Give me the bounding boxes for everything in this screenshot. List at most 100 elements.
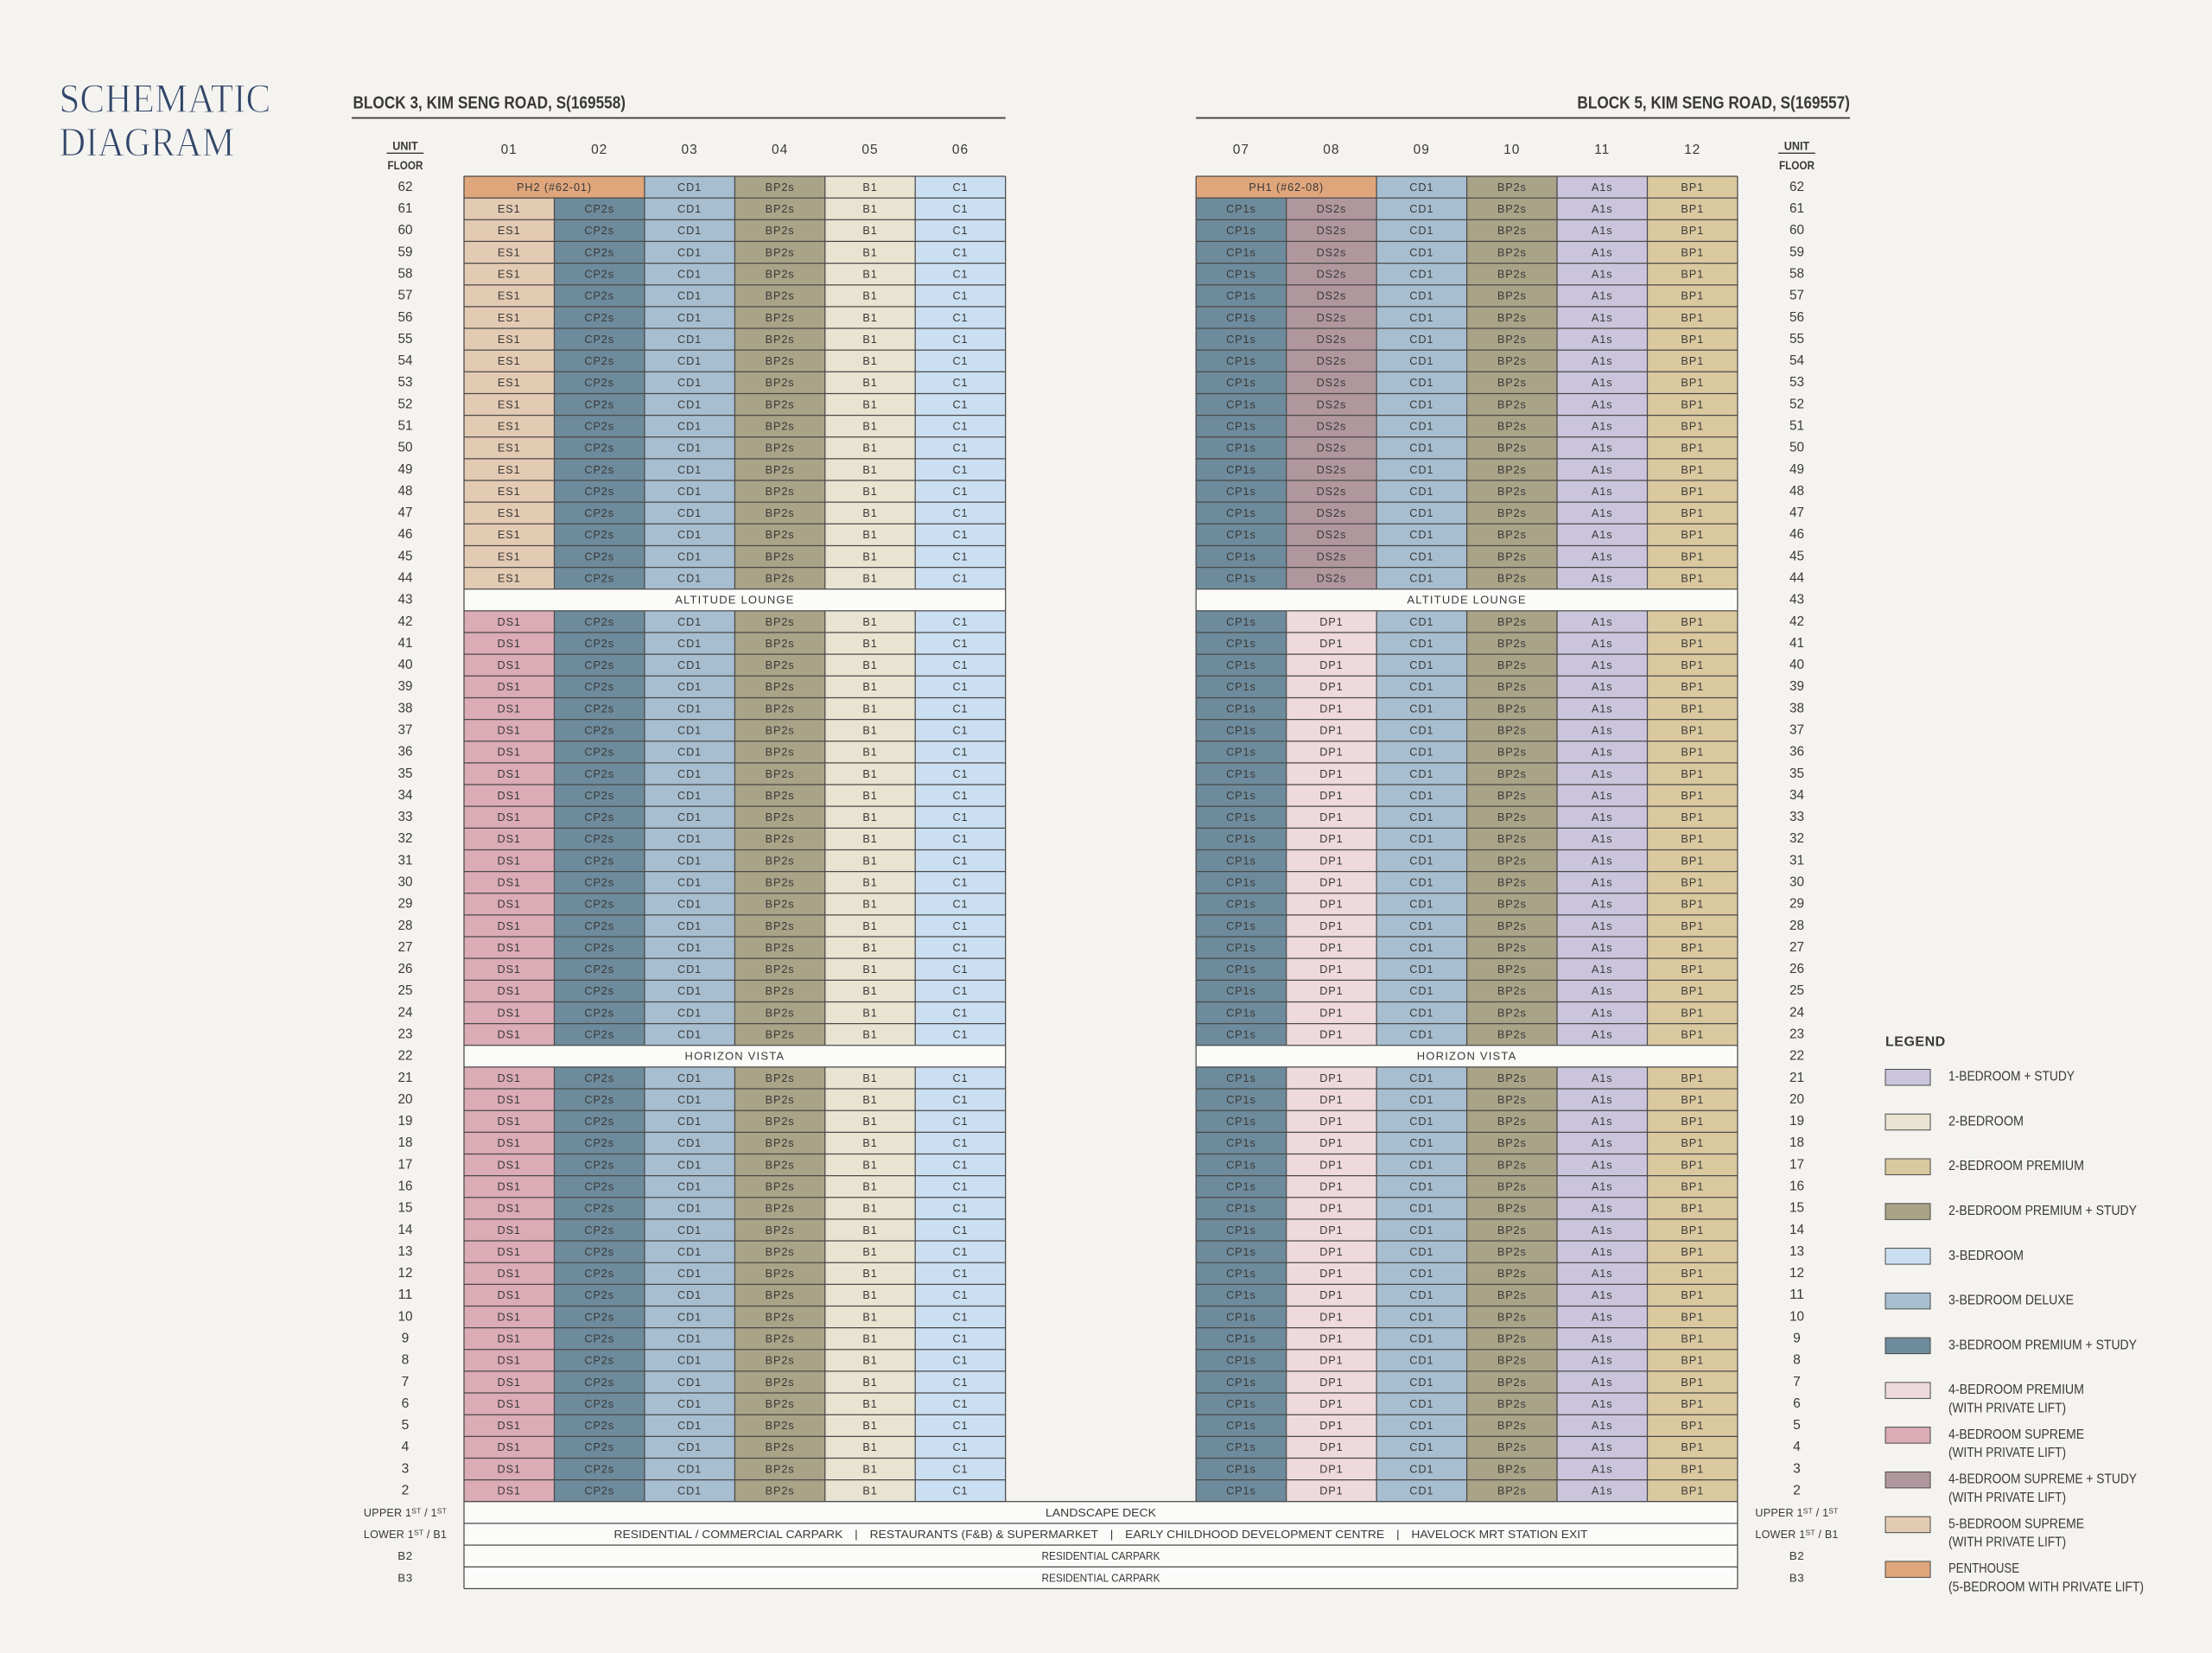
svg-text:BP2s: BP2s bbox=[1497, 1137, 1527, 1149]
svg-text:28: 28 bbox=[398, 919, 413, 933]
svg-text:35: 35 bbox=[398, 766, 413, 781]
svg-text:B1: B1 bbox=[862, 659, 877, 671]
svg-text:CD1: CD1 bbox=[677, 442, 702, 455]
svg-text:CD1: CD1 bbox=[1409, 1072, 1433, 1084]
svg-text:B1: B1 bbox=[862, 1311, 877, 1323]
svg-text:7: 7 bbox=[1793, 1375, 1801, 1389]
svg-text:BP1: BP1 bbox=[1681, 464, 1704, 476]
svg-text:BP2s: BP2s bbox=[1497, 747, 1527, 759]
svg-text:DP1: DP1 bbox=[1319, 855, 1343, 867]
svg-text:DS1: DS1 bbox=[498, 703, 521, 715]
svg-text:B1: B1 bbox=[862, 334, 877, 346]
svg-text:BP2s: BP2s bbox=[766, 1398, 795, 1410]
svg-text:BP2s: BP2s bbox=[766, 1029, 795, 1041]
svg-text:DS1: DS1 bbox=[498, 963, 521, 976]
svg-text:CD1: CD1 bbox=[677, 398, 702, 410]
svg-text:BP1: BP1 bbox=[1681, 985, 1704, 997]
svg-text:CP1s: CP1s bbox=[1226, 1029, 1256, 1041]
svg-text:CD1: CD1 bbox=[677, 1137, 702, 1149]
svg-text:DS2s: DS2s bbox=[1317, 377, 1347, 389]
svg-text:CD1: CD1 bbox=[1409, 747, 1433, 759]
svg-text:CP1s: CP1s bbox=[1226, 269, 1256, 281]
svg-text:BP2s: BP2s bbox=[766, 1333, 795, 1345]
svg-text:A1s: A1s bbox=[1592, 1029, 1613, 1041]
svg-text:C1: C1 bbox=[952, 725, 968, 737]
svg-text:CP1s: CP1s bbox=[1226, 1072, 1256, 1084]
svg-text:CD1: CD1 bbox=[1409, 1246, 1433, 1258]
svg-text:CP2s: CP2s bbox=[584, 203, 614, 215]
svg-text:SCHEMATIC: SCHEMATIC bbox=[59, 76, 270, 122]
svg-text:B1: B1 bbox=[862, 464, 877, 476]
svg-text:A1s: A1s bbox=[1592, 1159, 1613, 1171]
svg-text:CP2s: CP2s bbox=[584, 1224, 614, 1237]
svg-text:CD1: CD1 bbox=[677, 1398, 702, 1410]
svg-text:ES1: ES1 bbox=[498, 398, 521, 410]
svg-text:B3: B3 bbox=[1789, 1571, 1805, 1584]
svg-text:CP1s: CP1s bbox=[1226, 963, 1256, 976]
svg-text:DP1: DP1 bbox=[1319, 1441, 1343, 1453]
svg-text:15: 15 bbox=[1789, 1201, 1804, 1216]
svg-text:DS1: DS1 bbox=[498, 985, 521, 997]
svg-text:CD1: CD1 bbox=[677, 464, 702, 476]
svg-text:(WITH PRIVATE LIFT): (WITH PRIVATE LIFT) bbox=[1948, 1535, 2066, 1550]
svg-text:46: 46 bbox=[398, 527, 413, 542]
svg-text:BP1: BP1 bbox=[1681, 855, 1704, 867]
svg-text:CP1s: CP1s bbox=[1226, 1441, 1256, 1453]
svg-text:41: 41 bbox=[1789, 636, 1804, 651]
svg-text:CD1: CD1 bbox=[1409, 659, 1433, 671]
svg-text:BP1: BP1 bbox=[1681, 1420, 1704, 1432]
svg-text:CD1: CD1 bbox=[1409, 181, 1433, 194]
svg-text:BP2s: BP2s bbox=[1497, 1007, 1527, 1019]
svg-text:BP2s: BP2s bbox=[1497, 225, 1527, 237]
svg-text:B1: B1 bbox=[862, 573, 877, 585]
svg-text:C1: C1 bbox=[952, 464, 968, 476]
svg-text:22: 22 bbox=[1789, 1049, 1804, 1064]
svg-text:33: 33 bbox=[1789, 810, 1804, 824]
svg-text:BP2s: BP2s bbox=[1497, 638, 1527, 650]
svg-text:C1: C1 bbox=[952, 747, 968, 759]
svg-text:BP1: BP1 bbox=[1681, 768, 1704, 780]
svg-text:B1: B1 bbox=[862, 877, 877, 889]
svg-text:CP1s: CP1s bbox=[1226, 1398, 1256, 1410]
svg-text:B1: B1 bbox=[862, 1137, 877, 1149]
svg-text:CD1: CD1 bbox=[677, 1072, 702, 1084]
svg-text:CD1: CD1 bbox=[677, 833, 702, 845]
svg-text:DIAGRAM: DIAGRAM bbox=[59, 120, 234, 166]
svg-text:CP1s: CP1s bbox=[1226, 550, 1256, 563]
svg-text:(5-BEDROOM WITH PRIVATE LIFT): (5-BEDROOM WITH PRIVATE LIFT) bbox=[1948, 1580, 2144, 1595]
svg-text:DP1: DP1 bbox=[1319, 1268, 1343, 1280]
svg-text:CP1s: CP1s bbox=[1226, 1420, 1256, 1432]
svg-text:DS1: DS1 bbox=[498, 1137, 521, 1149]
svg-text:DS1: DS1 bbox=[498, 855, 521, 867]
svg-text:B1: B1 bbox=[862, 855, 877, 867]
svg-text:CP2s: CP2s bbox=[584, 681, 614, 693]
svg-text:BP2s: BP2s bbox=[766, 855, 795, 867]
svg-text:B1: B1 bbox=[862, 942, 877, 954]
svg-text:C1: C1 bbox=[952, 1420, 968, 1432]
svg-text:A1s: A1s bbox=[1592, 246, 1613, 258]
svg-text:C1: C1 bbox=[952, 573, 968, 585]
svg-text:DS2s: DS2s bbox=[1317, 225, 1347, 237]
svg-text:45: 45 bbox=[398, 549, 413, 563]
svg-text:BLOCK 5, KIM SENG ROAD, S(1695: BLOCK 5, KIM SENG ROAD, S(169557) bbox=[1577, 93, 1849, 112]
svg-text:CP1s: CP1s bbox=[1226, 1181, 1256, 1193]
svg-text:CD1: CD1 bbox=[677, 1094, 702, 1106]
svg-text:B1: B1 bbox=[862, 507, 877, 519]
svg-text:BP2s: BP2s bbox=[766, 1268, 795, 1280]
svg-text:18: 18 bbox=[1789, 1135, 1804, 1150]
svg-text:21: 21 bbox=[398, 1071, 413, 1085]
svg-text:CP1s: CP1s bbox=[1226, 1224, 1256, 1237]
svg-text:CP2s: CP2s bbox=[584, 1007, 614, 1019]
svg-text:BP1: BP1 bbox=[1681, 1029, 1704, 1041]
svg-text:14: 14 bbox=[1789, 1223, 1804, 1237]
svg-text:DS1: DS1 bbox=[498, 1246, 521, 1258]
svg-text:BP2s: BP2s bbox=[766, 377, 795, 389]
svg-text:DS1: DS1 bbox=[498, 768, 521, 780]
svg-text:CD1: CD1 bbox=[1409, 334, 1433, 346]
svg-text:CP2s: CP2s bbox=[584, 790, 614, 802]
svg-text:CD1: CD1 bbox=[1409, 507, 1433, 519]
svg-text:CD1: CD1 bbox=[1409, 1181, 1433, 1193]
svg-text:61: 61 bbox=[1789, 201, 1804, 216]
svg-text:CP1s: CP1s bbox=[1226, 486, 1256, 498]
svg-text:CD1: CD1 bbox=[677, 1159, 702, 1171]
